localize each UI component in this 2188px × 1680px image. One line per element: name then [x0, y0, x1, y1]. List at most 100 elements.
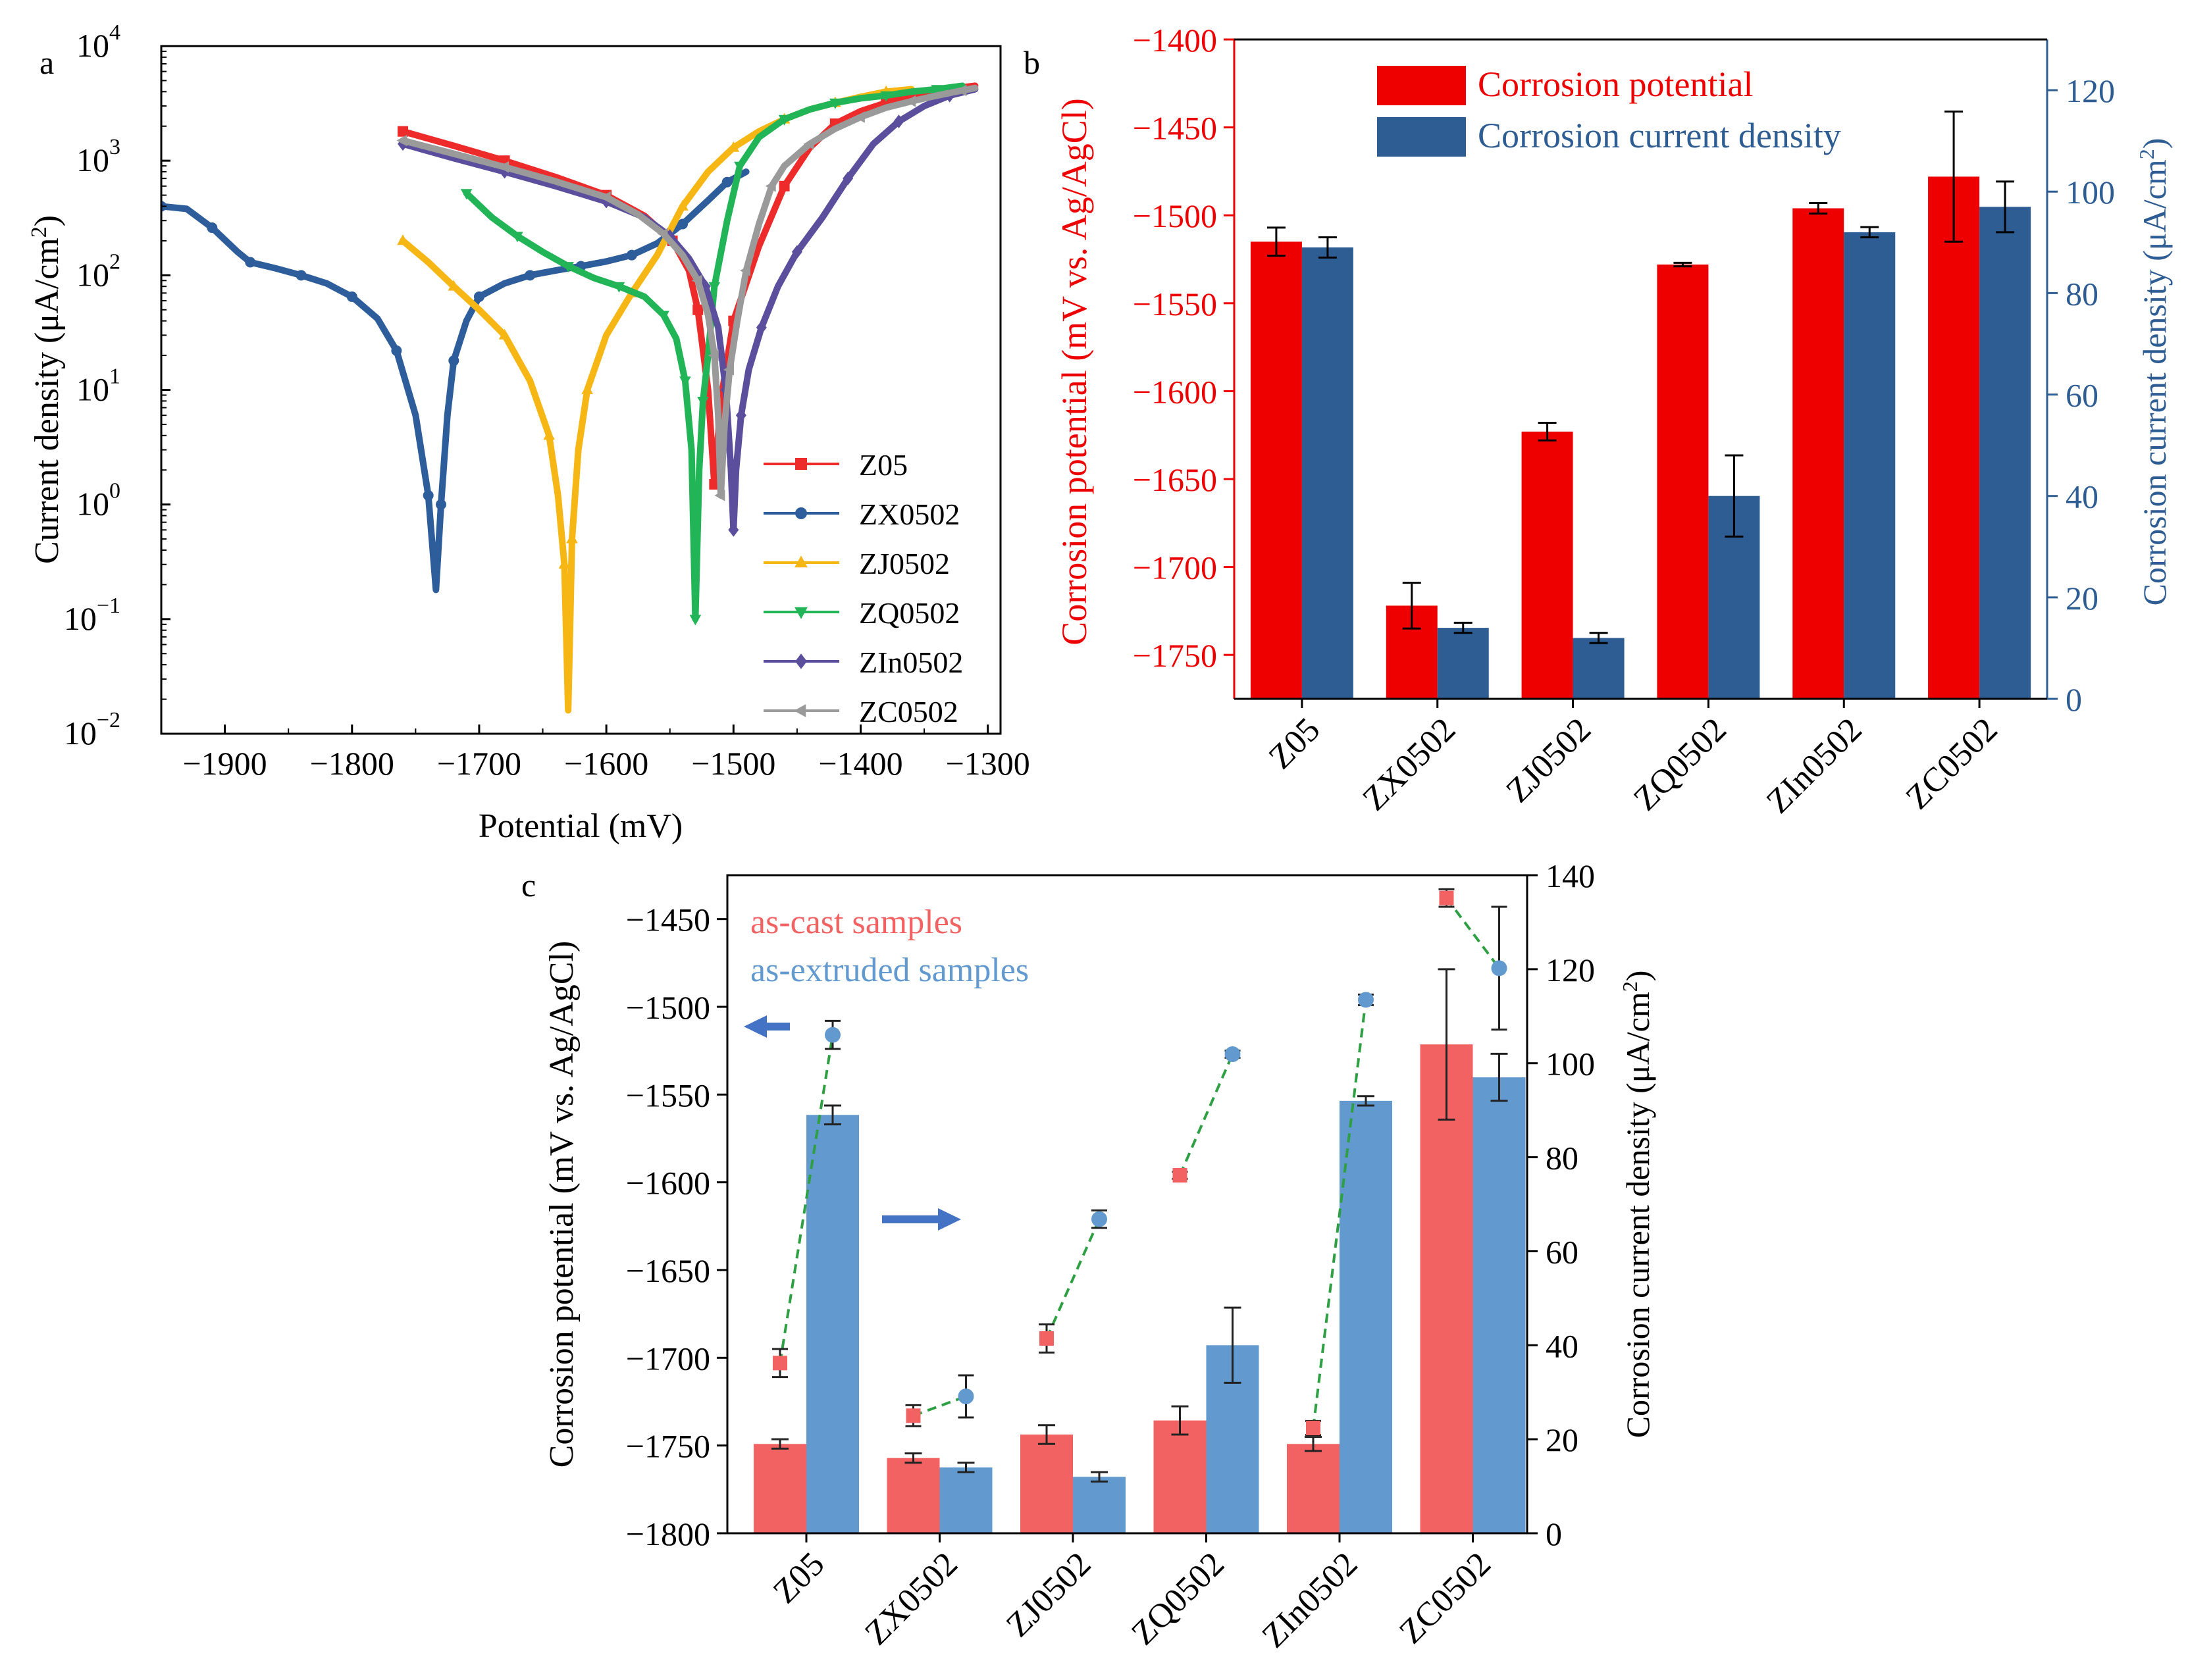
right-tick-label: 80 — [1546, 1140, 1578, 1177]
cast-bar — [1020, 1435, 1073, 1533]
data-point — [498, 328, 511, 340]
right-tick-label: 120 — [1546, 952, 1595, 988]
panel-c-left-ticks: −1450 −1500 −1550 −1600 −1650 −1700 −1750 −1800 — [626, 902, 727, 1552]
data-point — [396, 134, 407, 147]
data-point — [714, 490, 725, 501]
left-tick-label: −1700 — [626, 1340, 710, 1377]
data-point — [756, 320, 767, 335]
current-bar — [1437, 628, 1489, 699]
current-bar — [1301, 247, 1353, 699]
unit-exponent: 2 — [1618, 981, 1642, 992]
data-point — [779, 180, 790, 191]
panel-c: c −1450 −1500 −1550 −1600 −1650 −1700 −1750 −18… — [521, 857, 1656, 1655]
data-point — [498, 161, 509, 173]
data-point — [207, 222, 218, 234]
left-tick-label: −1750 — [626, 1428, 710, 1465]
left-tick-label: −1600 — [626, 1165, 710, 1202]
data-point — [566, 532, 578, 544]
legend-label: Corrosion current density — [1478, 116, 1841, 155]
left-tick-label: −1450 — [1133, 110, 1217, 147]
data-point — [245, 257, 256, 268]
data-point — [499, 165, 510, 179]
cast-potential-point — [1439, 890, 1454, 905]
left-tick-label: −1800 — [626, 1515, 710, 1552]
data-point — [689, 615, 702, 626]
potential-bar — [1250, 242, 1302, 699]
data-point — [778, 115, 791, 126]
potential-bar — [1928, 176, 1980, 699]
panel-a-x-ticks: −1900 −1800 −1700 −1600 −1500 −1400 −1300 — [182, 725, 1030, 782]
right-tick-label: 60 — [2066, 377, 2098, 414]
right-tick-label: 0 — [1546, 1515, 1562, 1552]
left-tick-label: −1500 — [626, 989, 710, 1026]
legend-marker — [794, 704, 806, 717]
y-tick-exponent: 3 — [109, 135, 120, 159]
data-point — [679, 376, 691, 388]
right-tick-label: 40 — [2066, 478, 2098, 515]
x-tick-label: −1500 — [691, 745, 775, 782]
data-point — [803, 138, 814, 150]
right-axis-arrow — [882, 1208, 961, 1231]
x-tick-label: −1800 — [310, 745, 394, 782]
legend-label: as-extruded samples — [750, 952, 1029, 989]
data-point — [423, 490, 434, 501]
curve-ZC0502 — [400, 84, 979, 499]
panel-a-x-axis-label: Potential (mV) — [479, 807, 683, 845]
potential-bar — [1521, 431, 1573, 699]
data-point — [829, 98, 841, 109]
right-tick-label: 40 — [1546, 1327, 1578, 1364]
cast-bar — [1287, 1444, 1340, 1533]
right-tick-label: 100 — [1546, 1046, 1595, 1082]
unit-exponent: 2 — [27, 226, 51, 238]
data-point — [543, 429, 556, 440]
panel-a-legend: Z05 ZX0502 ZJ0502 ZQ0502 ZIn0502 ZC0502 — [764, 448, 963, 728]
legend-swatch — [1377, 117, 1466, 157]
data-point — [600, 191, 611, 203]
panel-b-left-axis-label: Corrosion potential (mV vs. Ag/AgCl) — [1055, 98, 1094, 646]
extruded-bar — [806, 1115, 859, 1533]
panel-c-right-ticks: 0 20 40 60 80 100 120 140 — [1527, 857, 1595, 1552]
y-tick-exponent: 2 — [109, 249, 120, 274]
right-tick-label: 120 — [2066, 72, 2115, 109]
current-bar — [1979, 207, 2031, 699]
cast-potential-point — [906, 1408, 921, 1423]
legend-marker — [794, 607, 808, 619]
legend-label: Corrosion potential — [1478, 64, 1753, 104]
cast-bar — [1420, 1044, 1473, 1533]
data-point — [525, 270, 536, 281]
left-tick-label: −1550 — [1133, 286, 1217, 322]
panel-b-right-axis-label: Corrosion current density (μA/cm2) — [2135, 138, 2173, 606]
left-tick-label: −1500 — [1133, 197, 1217, 234]
data-point — [740, 265, 751, 276]
potential-trend-line — [779, 1034, 834, 1363]
data-point — [727, 141, 740, 152]
y-tick-label: 10−1 — [64, 594, 120, 637]
y-tick-exponent: −1 — [97, 594, 120, 618]
left-axis-arrow — [744, 1015, 790, 1038]
data-point — [511, 232, 523, 243]
panel-c-potential-points — [772, 888, 1507, 1437]
cast-bar — [1153, 1420, 1207, 1533]
legend-marker — [795, 507, 807, 519]
potential-bar — [1657, 265, 1709, 699]
legend-marker — [795, 653, 807, 669]
left-tick-label: −1450 — [626, 902, 710, 938]
data-point — [562, 262, 574, 273]
extruded-potential-point — [1358, 992, 1374, 1008]
data-point — [734, 161, 746, 172]
potential-trend-line — [912, 1395, 967, 1417]
panel-b-bars — [1250, 111, 2031, 700]
panel-b-legend: Corrosion potential Corrosion current den… — [1377, 64, 1841, 157]
legend-marker — [795, 458, 807, 470]
panel-c-bars — [754, 968, 1526, 1533]
right-tick-label: 140 — [1546, 857, 1595, 894]
data-point — [956, 84, 967, 97]
data-point — [657, 228, 668, 240]
data-point — [692, 304, 704, 315]
panel-c-label: c — [521, 867, 536, 904]
cast-potential-point — [773, 1356, 787, 1371]
extruded-bar — [939, 1467, 993, 1533]
left-tick-label: −1650 — [626, 1252, 710, 1289]
data-point — [893, 115, 904, 128]
